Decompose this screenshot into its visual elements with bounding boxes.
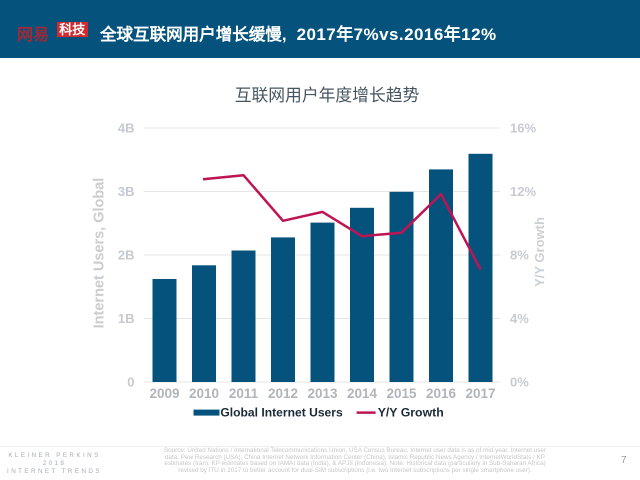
svg-text:2012: 2012 [268,386,298,401]
svg-text:Internet Users, Global: Internet Users, Global [92,178,108,329]
svg-text:互联网用户年度增长趋势: 互联网用户年度增长趋势 [235,86,420,105]
svg-text:1B: 1B [118,311,135,326]
svg-text:2009: 2009 [149,386,179,401]
svg-text:2011: 2011 [229,386,259,401]
svg-text:0%: 0% [510,375,529,390]
svg-text:2010: 2010 [189,386,219,401]
svg-text:8%: 8% [510,248,529,263]
svg-text:2013: 2013 [307,386,338,401]
svg-text:Y/Y Growth: Y/Y Growth [532,217,547,287]
svg-text:4B: 4B [118,121,135,136]
svg-text:0: 0 [127,375,134,390]
svg-text:3B: 3B [118,184,135,199]
svg-text:2015: 2015 [386,386,417,401]
svg-text:12%: 12% [510,184,536,199]
svg-text:16%: 16% [510,121,536,136]
svg-text:Global Internet Users: Global Internet Users [220,405,343,419]
svg-text:2014: 2014 [347,386,378,401]
svg-text:Y/Y Growth: Y/Y Growth [378,405,444,419]
svg-text:2017: 2017 [465,386,495,401]
svg-text:2016: 2016 [426,386,457,401]
svg-text:4%: 4% [510,311,529,326]
svg-text:2B: 2B [118,248,135,263]
